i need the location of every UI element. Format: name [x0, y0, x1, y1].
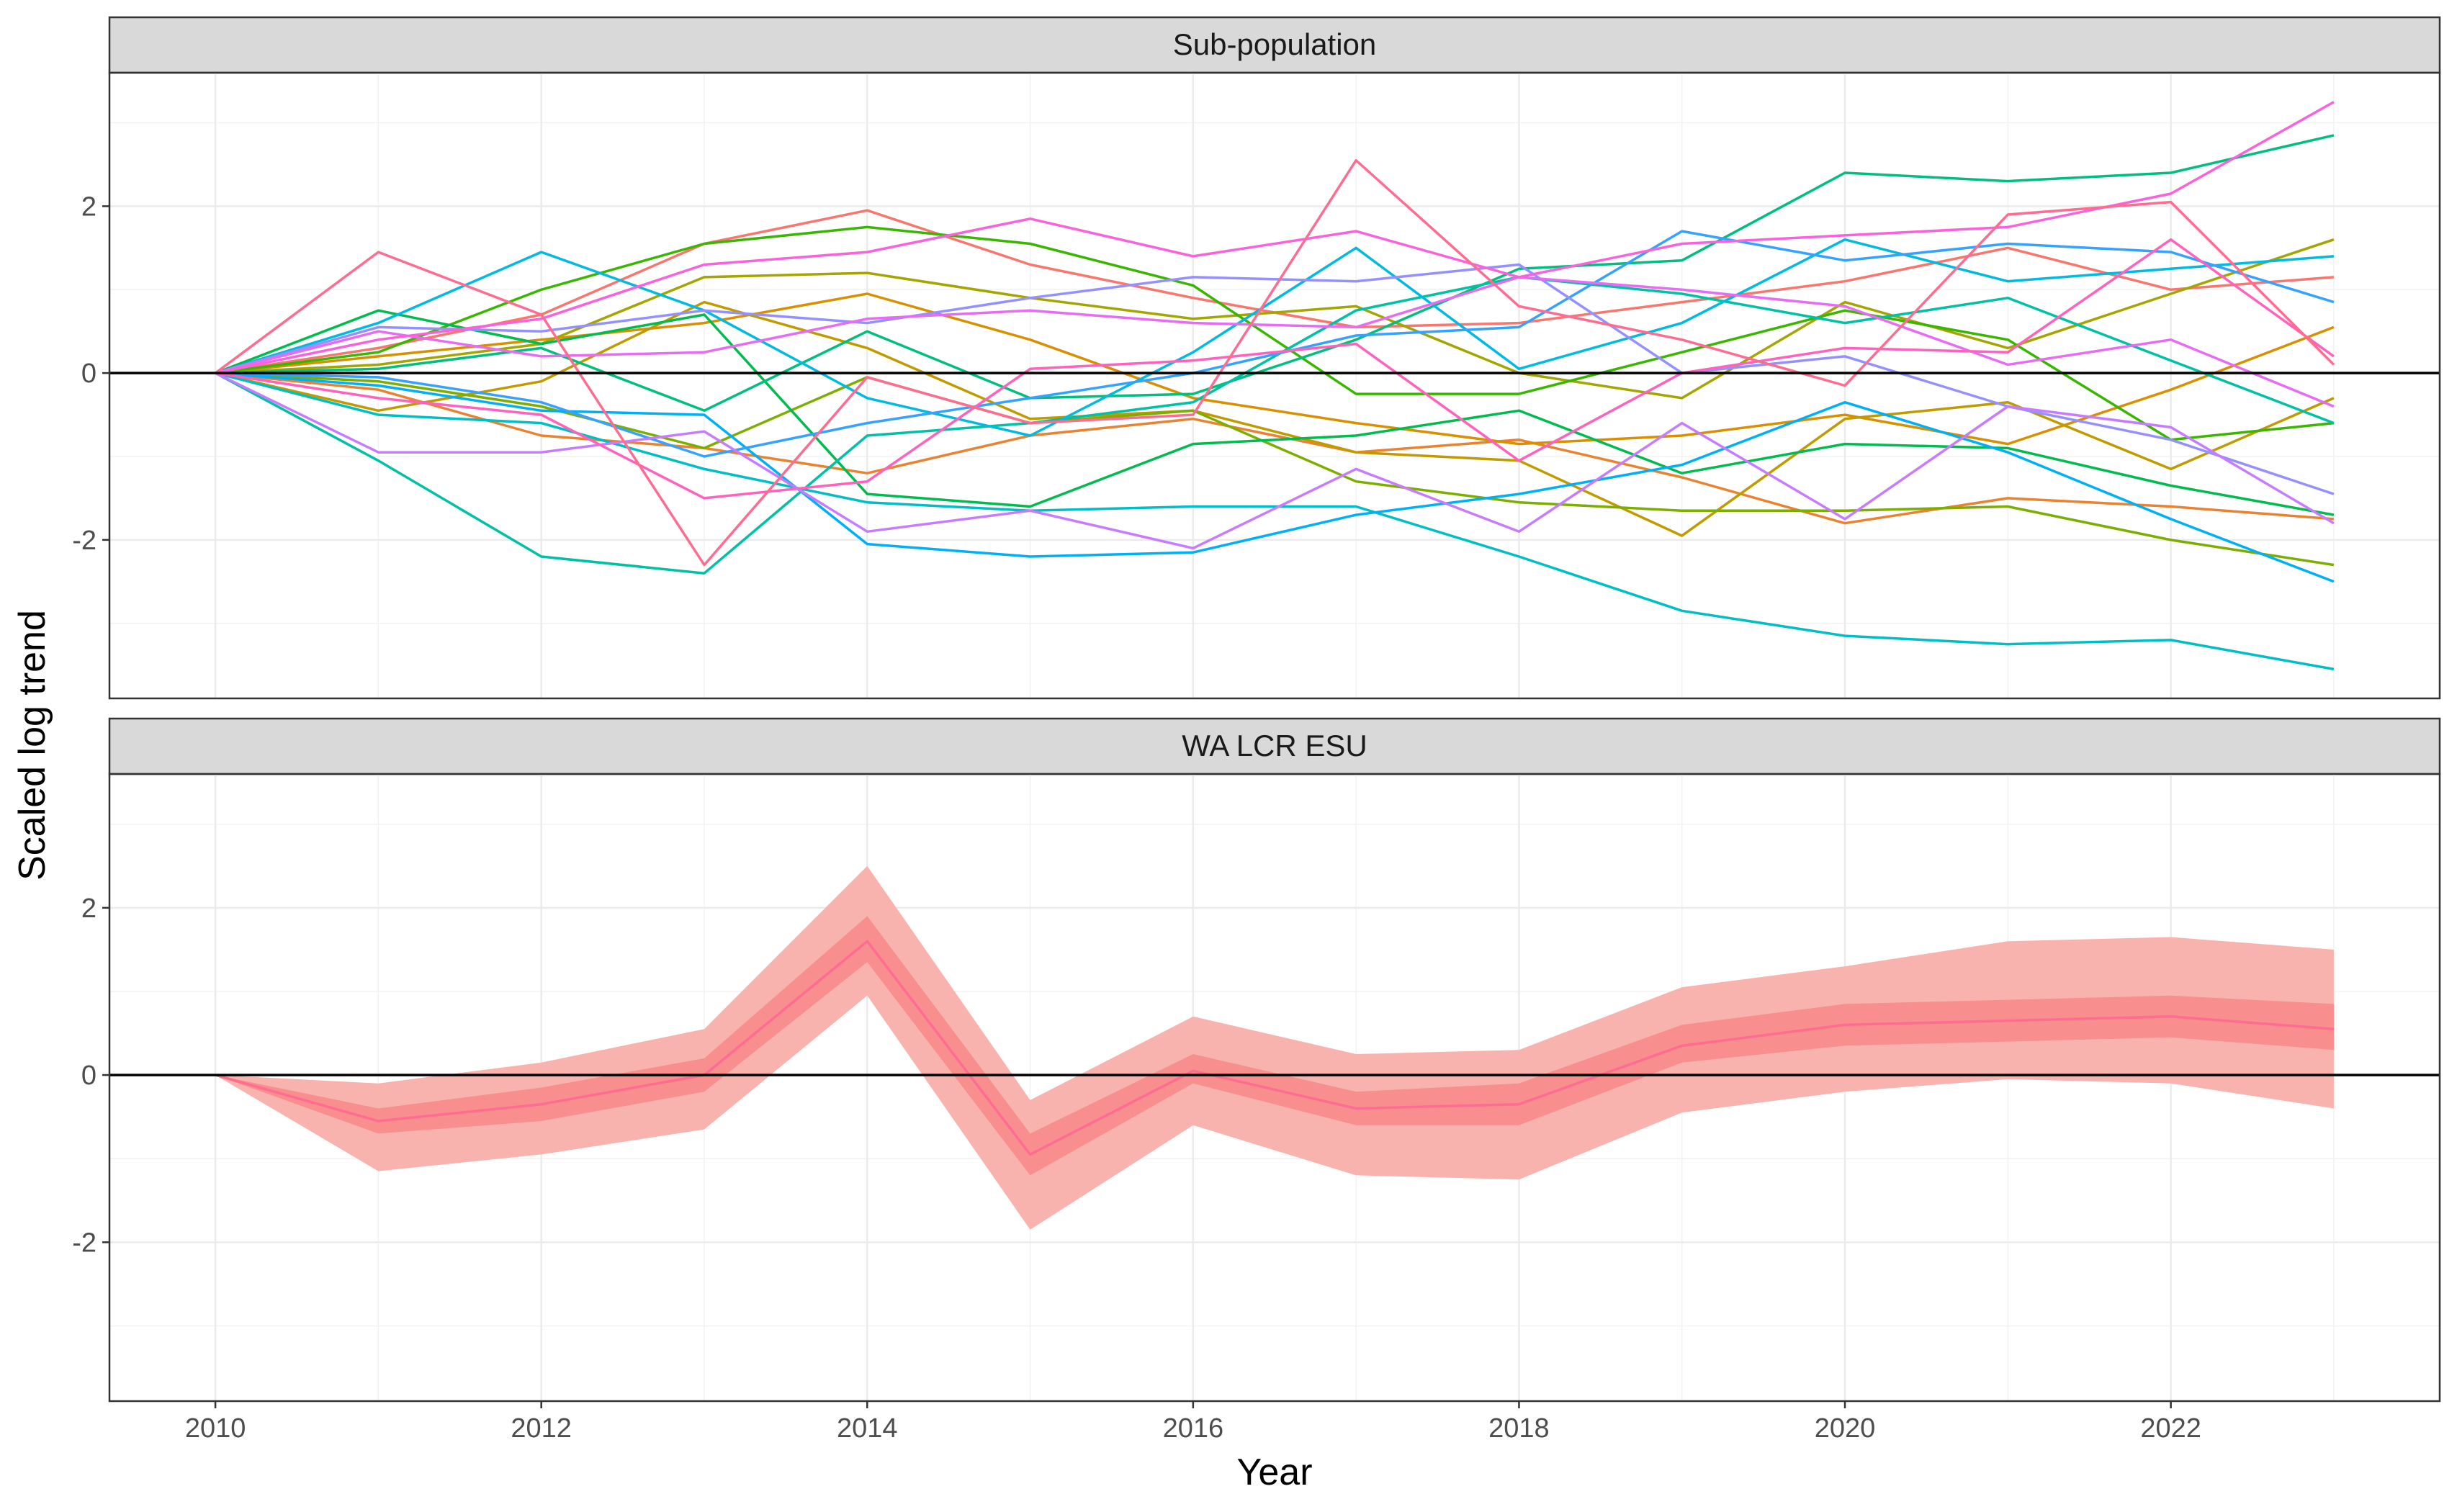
- y-tick-label: -2: [72, 526, 96, 556]
- panel-border: [108, 773, 2441, 1403]
- x-axis-ticks: 2010 2012 2014 2016 2018 2020 2022: [185, 1401, 2201, 1444]
- series-line-15: [215, 263, 2335, 495]
- series-line-7: [215, 225, 2335, 441]
- strip-title-wa-lcr-esu: WA LCR ESU: [1182, 729, 1367, 762]
- strip-wa-lcr-esu: [108, 717, 2441, 775]
- series-line-4: [215, 300, 2335, 537]
- series-line-12: [215, 238, 2335, 437]
- series-line-8: [215, 309, 2335, 516]
- y-axis-title: Scaled log trend: [12, 610, 53, 881]
- y-tick-label: 2: [81, 192, 96, 222]
- series-line-6: [215, 372, 2335, 567]
- x-tick-label: 2014: [837, 1413, 898, 1444]
- y-tick-label: 0: [81, 359, 96, 389]
- x-tick-label: 2018: [1488, 1413, 1550, 1444]
- series-line-20: [215, 158, 2335, 567]
- x-tick-label: 2020: [1815, 1413, 1876, 1444]
- x-tick-label: 2016: [1163, 1413, 1224, 1444]
- panel-wa-lcr-esu: WA LCR ESU -2 0 2: [72, 717, 2441, 1403]
- series-line-5: [215, 238, 2335, 400]
- x-tick-label: 2012: [511, 1413, 572, 1444]
- panel-sub-population: Sub-population -2 0 2: [72, 16, 2441, 700]
- x-tick-label: 2022: [2140, 1413, 2201, 1444]
- strip-title-sub-population: Sub-population: [1173, 27, 1377, 61]
- x-tick-label: 2010: [185, 1413, 246, 1444]
- y-tick-label: 2: [81, 894, 96, 924]
- y-tick-label: 0: [81, 1061, 96, 1091]
- panel-border: [108, 71, 2441, 700]
- series-line-18: [215, 101, 2335, 374]
- series-line-19: [215, 238, 2335, 500]
- series-line-16: [215, 372, 2335, 550]
- y-tick-label: -2: [72, 1228, 96, 1258]
- series-line-2: [215, 372, 2335, 525]
- series-line-10: [215, 276, 2335, 575]
- series-line-11: [215, 372, 2335, 671]
- y-axis-ticks: -2 0 2: [72, 192, 109, 556]
- panel-marks: [215, 101, 2335, 671]
- y-axis-ticks: -2 0 2: [72, 894, 109, 1258]
- panel-marks: [215, 865, 2335, 1230]
- strip-sub-population: [108, 16, 2441, 74]
- series-line-14: [215, 230, 2335, 458]
- outer-credible-band: [215, 865, 2334, 1230]
- series-line-3: [215, 292, 2335, 446]
- mean-trend-line: [215, 940, 2335, 1156]
- x-axis-title: Year: [1236, 1452, 1312, 1493]
